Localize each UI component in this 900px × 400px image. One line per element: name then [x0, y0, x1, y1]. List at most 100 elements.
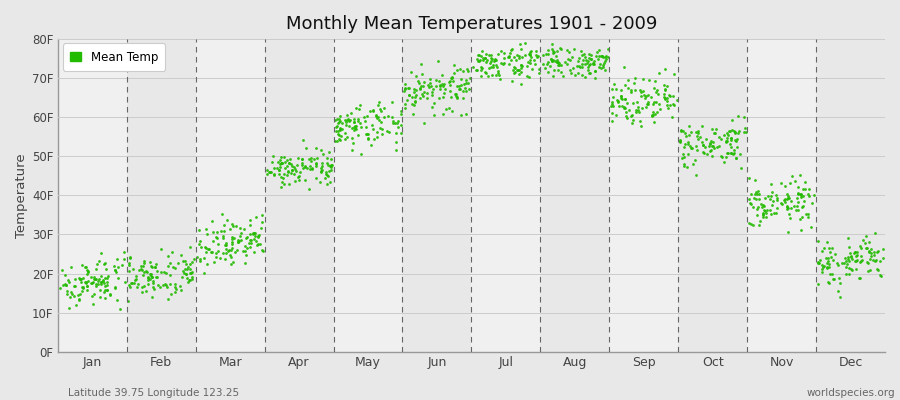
Point: [518, 40, 532, 46]
Point: [433, 83, 447, 89]
Point: [122, 268, 137, 274]
Point: [511, 52, 526, 59]
Point: [634, 89, 648, 95]
Point: [780, 195, 795, 202]
Point: [93, 286, 107, 293]
Point: [151, 282, 166, 288]
Point: [699, 151, 714, 157]
Point: [783, 198, 797, 204]
Point: [278, 159, 293, 166]
Point: [445, 73, 459, 80]
Point: [621, 77, 635, 83]
Point: [742, 219, 756, 226]
Point: [780, 205, 795, 212]
Point: [506, 66, 520, 73]
Point: [423, 76, 437, 82]
Point: [478, 55, 492, 62]
Point: [508, 65, 522, 71]
Point: [53, 285, 68, 291]
Point: [275, 160, 290, 166]
Point: [145, 264, 159, 270]
Point: [795, 204, 809, 210]
Point: [295, 161, 310, 168]
Point: [301, 165, 315, 171]
Point: [282, 160, 296, 166]
Point: [319, 168, 333, 175]
Point: [332, 115, 347, 122]
Point: [753, 218, 768, 224]
Point: [650, 87, 664, 93]
Point: [778, 198, 792, 205]
Point: [859, 233, 873, 240]
Point: [91, 278, 105, 285]
Point: [425, 88, 439, 95]
Point: [610, 97, 625, 103]
Point: [309, 160, 323, 167]
Point: [350, 116, 365, 122]
Point: [794, 191, 808, 197]
Point: [815, 269, 830, 275]
Point: [596, 62, 610, 68]
Point: [814, 266, 829, 272]
Point: [315, 163, 329, 169]
Point: [562, 57, 577, 63]
Point: [270, 158, 284, 165]
Point: [416, 92, 430, 99]
Point: [824, 253, 838, 260]
Point: [142, 271, 157, 278]
Point: [240, 234, 255, 240]
Point: [335, 120, 349, 126]
Point: [103, 291, 117, 297]
Point: [622, 106, 636, 113]
Point: [309, 161, 323, 167]
Point: [88, 280, 103, 287]
Point: [867, 249, 881, 255]
Point: [446, 70, 461, 76]
Point: [550, 48, 564, 54]
Point: [870, 249, 885, 255]
Point: [312, 178, 327, 185]
Point: [215, 235, 230, 241]
Point: [599, 56, 614, 63]
Point: [75, 288, 89, 294]
Point: [163, 260, 177, 266]
Point: [794, 194, 808, 201]
Point: [876, 255, 890, 261]
Point: [746, 204, 760, 210]
Point: [333, 126, 347, 132]
Bar: [402, 39, 472, 352]
Point: [574, 72, 589, 78]
Point: [279, 163, 293, 169]
Point: [117, 249, 131, 255]
Text: Latitude 39.75 Longitude 123.25: Latitude 39.75 Longitude 123.25: [68, 388, 238, 398]
Point: [843, 252, 858, 259]
Point: [137, 260, 151, 266]
Point: [265, 159, 279, 165]
Point: [182, 277, 196, 283]
Point: [384, 99, 399, 105]
Point: [757, 207, 771, 213]
Point: [67, 293, 81, 299]
Point: [81, 268, 95, 274]
Point: [233, 225, 248, 231]
Point: [676, 128, 690, 134]
Point: [634, 93, 648, 100]
Point: [432, 78, 446, 84]
Point: [652, 101, 666, 108]
Point: [864, 246, 878, 252]
Point: [456, 94, 471, 101]
Point: [74, 278, 88, 285]
Point: [646, 101, 661, 108]
Point: [658, 87, 672, 94]
Point: [727, 129, 742, 136]
Point: [684, 145, 698, 151]
Point: [314, 169, 328, 176]
Point: [402, 85, 417, 91]
Point: [328, 124, 343, 130]
Point: [204, 249, 219, 256]
Point: [619, 113, 634, 120]
Point: [511, 66, 526, 73]
Point: [342, 118, 356, 124]
Point: [321, 168, 336, 174]
Point: [552, 62, 566, 68]
